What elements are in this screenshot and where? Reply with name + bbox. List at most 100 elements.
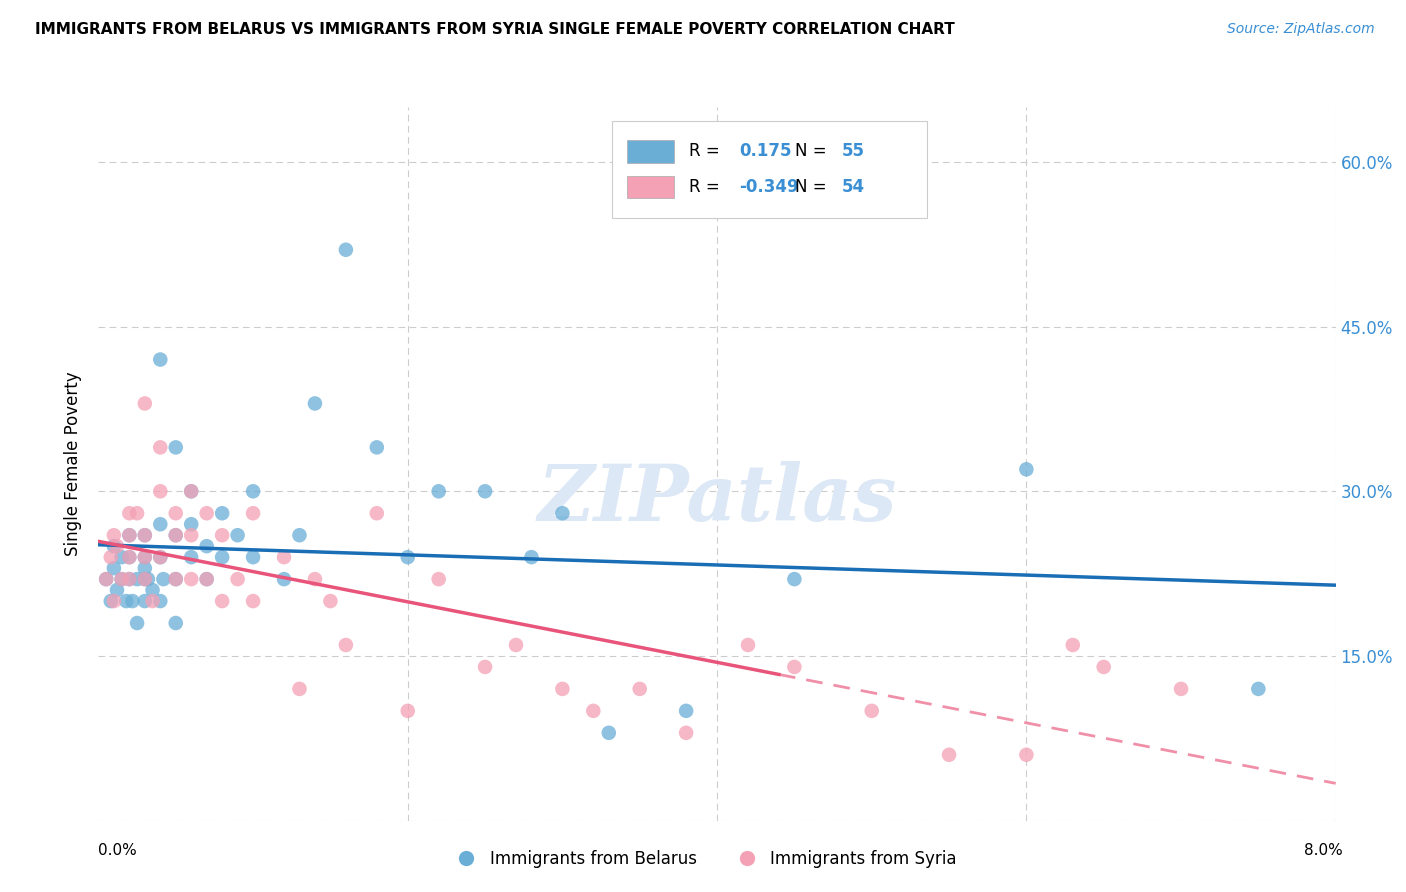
Text: 8.0%: 8.0%	[1303, 843, 1343, 858]
Point	[675, 726, 697, 740]
Point	[149, 550, 172, 565]
Point	[111, 572, 134, 586]
Point	[118, 528, 141, 542]
Point	[675, 704, 697, 718]
Point	[165, 441, 187, 455]
Point	[134, 528, 156, 542]
Point	[103, 561, 125, 575]
Point	[551, 506, 574, 520]
Point	[195, 572, 218, 586]
Point	[134, 396, 156, 410]
Point	[783, 660, 806, 674]
Point	[783, 572, 806, 586]
Text: N =: N =	[794, 143, 827, 161]
Point	[1015, 462, 1038, 476]
Point	[149, 484, 172, 499]
Text: Source: ZipAtlas.com: Source: ZipAtlas.com	[1227, 22, 1375, 37]
Point	[134, 550, 156, 565]
FancyBboxPatch shape	[612, 121, 928, 218]
Point	[134, 550, 156, 565]
Point	[211, 528, 233, 542]
Point	[127, 572, 149, 586]
Point	[134, 572, 156, 586]
Point	[142, 594, 165, 608]
Point	[242, 484, 264, 499]
Point	[366, 506, 388, 520]
Point	[288, 528, 311, 542]
Point	[551, 681, 574, 696]
Point	[121, 594, 143, 608]
Point	[103, 539, 125, 553]
Point	[165, 615, 187, 630]
FancyBboxPatch shape	[627, 140, 673, 162]
Point	[180, 528, 202, 542]
Point	[582, 704, 605, 718]
Point	[1247, 681, 1270, 696]
Point	[100, 594, 122, 608]
Point	[474, 660, 496, 674]
Point	[149, 594, 172, 608]
Point	[149, 517, 172, 532]
Point	[319, 594, 342, 608]
Point	[105, 583, 128, 598]
Point	[165, 572, 187, 586]
Point	[195, 506, 218, 520]
Point	[103, 594, 125, 608]
Point	[520, 550, 543, 565]
Point	[242, 550, 264, 565]
Point	[427, 572, 450, 586]
Point	[598, 726, 620, 740]
Point	[1015, 747, 1038, 762]
Point	[180, 517, 202, 532]
Point	[427, 484, 450, 499]
Point	[195, 539, 218, 553]
Point	[304, 572, 326, 586]
Point	[288, 681, 311, 696]
Text: 54: 54	[842, 178, 865, 196]
Text: R =: R =	[689, 143, 720, 161]
Text: N =: N =	[794, 178, 827, 196]
Point	[115, 594, 138, 608]
Point	[242, 506, 264, 520]
Legend: Immigrants from Belarus, Immigrants from Syria: Immigrants from Belarus, Immigrants from…	[443, 844, 963, 875]
Point	[118, 572, 141, 586]
Point	[118, 550, 141, 565]
Point	[396, 704, 419, 718]
Point	[938, 747, 960, 762]
Point	[304, 396, 326, 410]
Point	[211, 594, 233, 608]
Point	[136, 572, 159, 586]
Point	[211, 506, 233, 520]
Point	[134, 572, 156, 586]
Point	[226, 528, 249, 542]
Point	[273, 550, 295, 565]
Point	[226, 572, 249, 586]
Point	[142, 583, 165, 598]
Point	[1170, 681, 1192, 696]
Point	[127, 615, 149, 630]
Point	[211, 550, 233, 565]
Point	[118, 572, 141, 586]
Y-axis label: Single Female Poverty: Single Female Poverty	[65, 372, 83, 556]
Text: ZIPatlas: ZIPatlas	[537, 461, 897, 538]
Point	[149, 352, 172, 367]
Point	[242, 594, 264, 608]
Text: 0.0%: 0.0%	[98, 843, 138, 858]
Point	[1092, 660, 1115, 674]
Point	[180, 572, 202, 586]
Point	[127, 506, 149, 520]
Point	[103, 528, 125, 542]
Point	[737, 638, 759, 652]
Point	[105, 539, 128, 553]
Text: IMMIGRANTS FROM BELARUS VS IMMIGRANTS FROM SYRIA SINGLE FEMALE POVERTY CORRELATI: IMMIGRANTS FROM BELARUS VS IMMIGRANTS FR…	[35, 22, 955, 37]
Point	[118, 528, 141, 542]
Point	[180, 484, 202, 499]
Point	[149, 441, 172, 455]
Point	[118, 550, 141, 565]
Point	[134, 594, 156, 608]
Point	[165, 506, 187, 520]
Point	[505, 638, 527, 652]
Point	[195, 572, 218, 586]
Point	[860, 704, 883, 718]
Point	[152, 572, 174, 586]
